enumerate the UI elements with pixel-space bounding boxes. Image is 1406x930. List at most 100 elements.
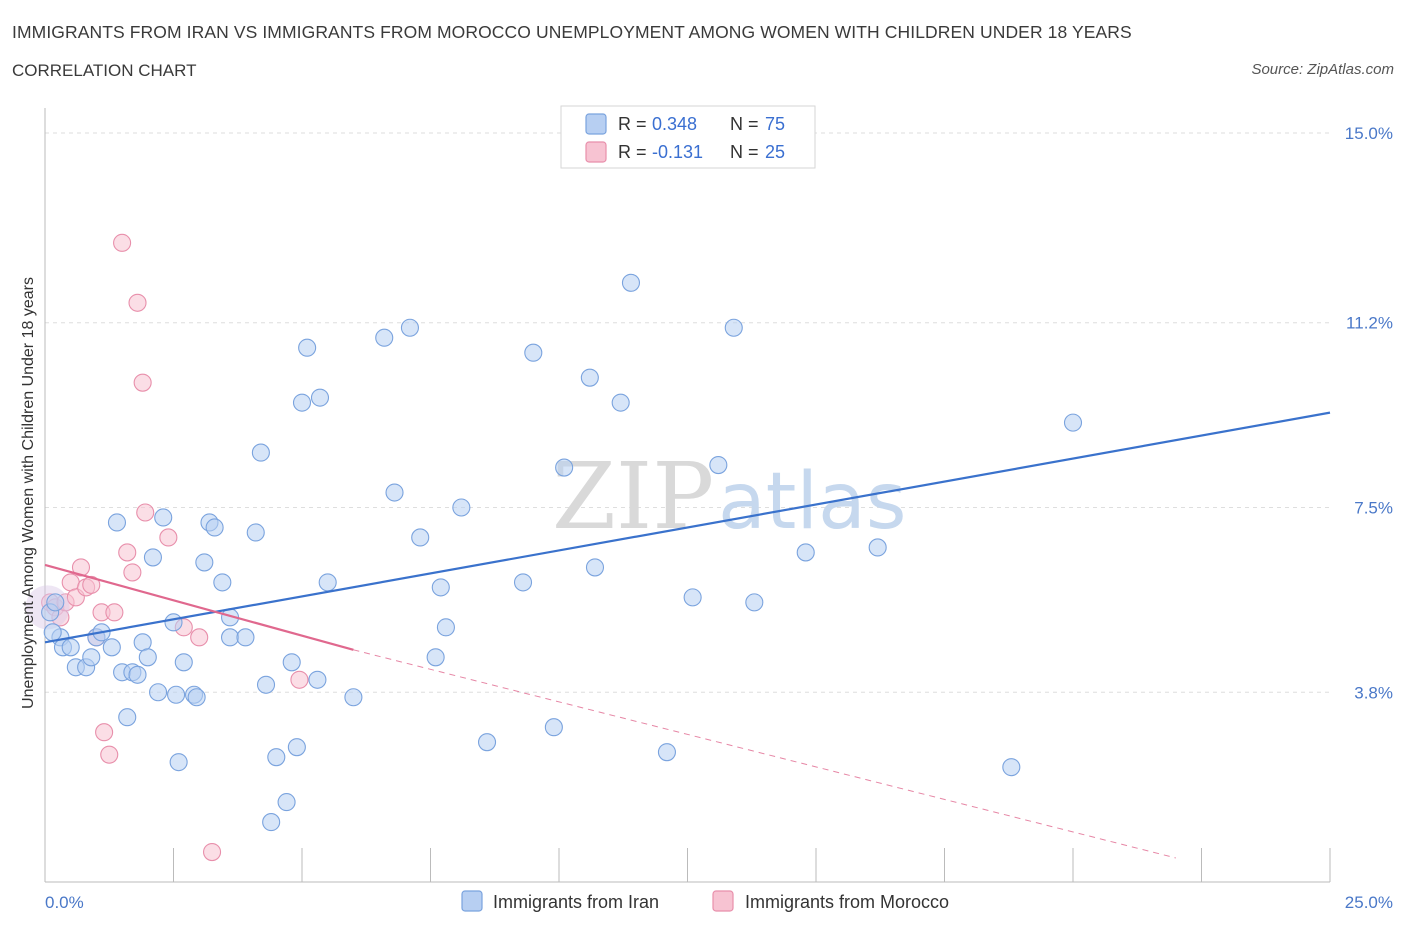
iran-point-62 (621, 273, 641, 292)
iran-point-63 (657, 743, 676, 762)
morocco-point-13 (105, 603, 124, 622)
iran-point-45 (344, 688, 363, 707)
morocco-point-16 (123, 563, 142, 582)
iran-point-33 (251, 443, 270, 462)
series-iran-points (41, 273, 1083, 832)
bottom-legend: Immigrants from Iran Immigrants from Mor… (461, 890, 949, 912)
watermark-zip: ZIP (552, 443, 714, 550)
iran-point-70 (1063, 413, 1083, 432)
iran-point-49 (411, 528, 430, 547)
legend-swatch-iran (585, 113, 607, 135)
iran-point-2 (61, 638, 80, 657)
iran-point-50 (426, 648, 445, 667)
iran-point-54 (477, 733, 497, 752)
legend-morocco-r-value: -0.131 (652, 142, 703, 162)
morocco-point-20 (159, 528, 178, 547)
iran-point-27 (205, 518, 224, 537)
iran-point-29 (220, 628, 240, 647)
x-tick-label-1: 25.0% (1345, 893, 1393, 912)
iran-point-36 (267, 748, 286, 767)
morocco-point-19 (136, 503, 155, 522)
morocco-point-14 (113, 233, 132, 252)
iran-point-40 (292, 393, 312, 412)
iran-point-57 (544, 718, 563, 737)
iran-point-13 (128, 665, 147, 684)
iran-point-19 (164, 613, 183, 632)
iran-point-52 (436, 618, 455, 637)
legend-iran-r-label: R = (618, 114, 647, 134)
iran-point-53 (452, 498, 471, 517)
iran-point-11 (118, 708, 137, 727)
series-morocco-points (25, 233, 309, 862)
iran-point-41 (298, 338, 317, 357)
iran-point-17 (149, 683, 168, 702)
legend-morocco-r-label: R = (618, 142, 647, 162)
iran-point-25 (195, 553, 214, 572)
iran-point-69 (868, 538, 887, 557)
iran-point-64 (683, 588, 702, 607)
iran-point-46 (375, 328, 394, 347)
iran-point-42 (308, 670, 327, 689)
iran-point-38 (282, 653, 301, 672)
iran-point-51 (431, 578, 450, 597)
iran-point-31 (236, 628, 255, 647)
iran-point-15 (138, 648, 157, 667)
iran-point-37 (277, 793, 296, 812)
iran-point-8 (102, 638, 121, 657)
chart-subtitle: CORRELATION CHART (12, 61, 197, 80)
iran-point-24 (187, 688, 206, 707)
morocco-trend-line (44, 563, 354, 651)
morocco-point-17 (128, 293, 147, 312)
morocco-trend-dashed (353, 649, 1176, 859)
iran-point-18 (154, 508, 173, 527)
iran-point-60 (585, 558, 605, 577)
morocco-point-12 (100, 745, 119, 764)
morocco-point-8 (82, 575, 101, 594)
watermark: ZIP atlas (552, 443, 907, 550)
iran-point-47 (385, 483, 404, 502)
chart-title: IMMIGRANTS FROM IRAN VS IMMIGRANTS FROM … (12, 22, 1132, 42)
iran-point-55 (513, 573, 533, 592)
legend-iran-r-value: 0.348 (652, 114, 697, 134)
morocco-point-23 (203, 842, 222, 862)
iran-trend-line (44, 411, 1331, 644)
axes (44, 108, 1331, 883)
legend-iran-n-value: 75 (765, 114, 785, 134)
morocco-point-24 (290, 670, 309, 689)
y-tick-label-3: 15.0% (1345, 124, 1393, 143)
iran-point-28 (213, 573, 232, 592)
legend-iran-n-label: N = (730, 114, 759, 134)
source-label: Source: ZipAtlas.com (1251, 61, 1394, 78)
legend-swatch-morocco (585, 141, 607, 163)
watermark-atlas: atlas (718, 457, 907, 547)
iran-point-58 (555, 458, 574, 477)
y-axis-label: Unemployment Among Women with Children U… (20, 277, 37, 709)
morocco-point-22 (190, 628, 209, 647)
y-tick-label-0: 3.8% (1354, 683, 1393, 702)
iran-point-74 (46, 593, 65, 612)
y-tick-label-2: 11.2% (1346, 314, 1393, 333)
bottom-legend-morocco-label: Immigrants from Morocco (745, 892, 949, 912)
iran-point-16 (143, 548, 162, 567)
bottom-legend-swatch-morocco (712, 890, 734, 912)
iran-point-43 (310, 388, 330, 407)
iran-point-68 (796, 543, 815, 562)
iran-point-73 (43, 623, 62, 642)
iran-point-39 (287, 738, 306, 757)
y-tick-label-1: 7.5% (1354, 499, 1393, 518)
iran-point-61 (611, 393, 630, 412)
iran-point-35 (262, 813, 281, 832)
bottom-legend-swatch-iran (461, 890, 483, 912)
morocco-point-4 (61, 573, 80, 592)
legend-morocco-n-label: N = (730, 142, 759, 162)
iran-point-14 (133, 633, 152, 652)
iran-point-44 (318, 573, 337, 592)
iran-point-56 (524, 343, 543, 362)
morocco-point-18 (133, 373, 152, 392)
x-tick-labels: 0.0% 25.0% (45, 893, 1393, 912)
iran-point-22 (174, 653, 193, 672)
bottom-legend-iran-label: Immigrants from Iran (493, 892, 659, 912)
iran-point-48 (400, 318, 419, 337)
y-tick-labels: 3.8% 7.5% 11.2% 15.0% (1345, 124, 1393, 702)
top-legend: R = 0.348 N = 75 R = -0.131 N = 25 (560, 105, 816, 169)
